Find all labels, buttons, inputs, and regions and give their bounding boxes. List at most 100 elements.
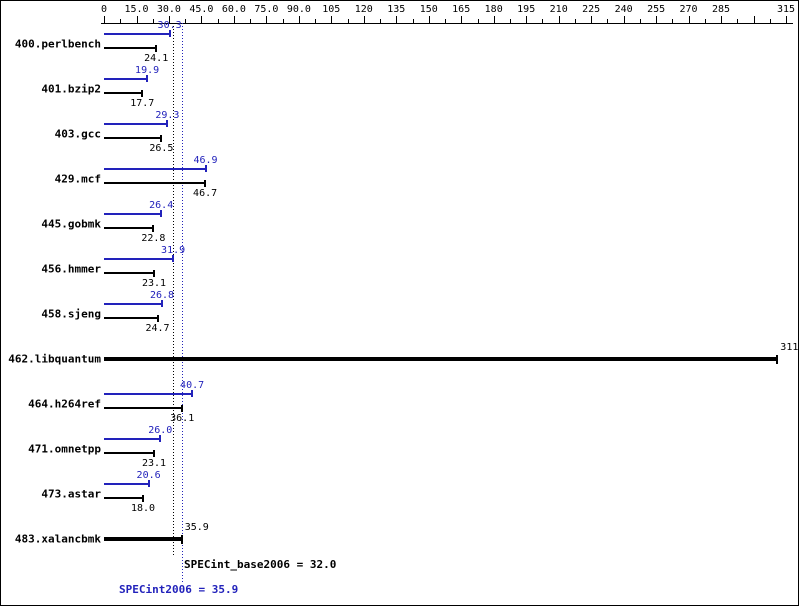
axis-tick-major: [623, 16, 625, 23]
axis-tick-minor: [315, 19, 317, 23]
axis-tick-label: 45.0: [189, 4, 214, 15]
axis-tick-major: [786, 16, 787, 23]
bar-base-value-label: 23.1: [141, 278, 167, 289]
benchmark-label: 471.omnetpp: [28, 442, 101, 456]
bar-base-end-cap: [142, 495, 144, 502]
axis-tick-label: 240: [614, 4, 633, 15]
axis-tick-minor: [704, 19, 706, 23]
axis-tick-minor: [737, 19, 739, 23]
bar-combined: [104, 357, 778, 361]
bar-base-end-cap: [156, 315, 159, 322]
benchmark-label: 456.hmmer: [41, 262, 101, 276]
bar-peak: [104, 258, 174, 260]
bar-peak: [104, 438, 161, 440]
axis-tick-label: 105: [322, 4, 341, 15]
bar-base-end-cap: [141, 90, 144, 97]
axis-tick-major: [168, 16, 170, 23]
bar-peak-end-cap: [160, 210, 163, 217]
bar-end-cap: [180, 535, 183, 544]
bar-peak-end-cap: [166, 120, 169, 127]
bar-peak-end-cap: [204, 165, 207, 172]
axis-tick-major: [428, 16, 430, 23]
benchmark-label: 473.astar: [41, 487, 101, 501]
axis-tick-label: 15.0: [124, 4, 149, 15]
bar-peak: [104, 303, 162, 305]
bar-peak-value-label: 26.4: [149, 200, 174, 211]
axis-tick-major: [461, 16, 463, 23]
bar-peak-value-label: 20.6: [136, 470, 161, 481]
bar-base: [104, 317, 158, 319]
benchmark-label: 401.bzip2: [41, 82, 101, 96]
axis-tick-label: 135: [387, 4, 406, 15]
specint-peak-result: SPECint2006 = 35.9: [119, 583, 239, 596]
benchmark-label: 458.sjeng: [41, 307, 101, 321]
bar-base: [104, 47, 157, 49]
axis-tick-minor: [380, 19, 381, 23]
bar-peak-value-label: 46.9: [193, 155, 218, 166]
bar-peak-end-cap: [146, 75, 149, 82]
bar-peak-end-cap: [161, 300, 163, 307]
axis-tick-minor: [120, 19, 122, 23]
bar-base-end-cap: [152, 225, 155, 232]
axis-tick-label: 30.0: [156, 4, 181, 15]
axis-tick-major: [396, 16, 398, 23]
axis-tick-label: 270: [679, 4, 698, 15]
bar-peak: [104, 78, 148, 80]
bar-base-value-label: 24.7: [145, 323, 170, 334]
bar-base-end-cap: [153, 450, 155, 457]
bar-base-end-cap: [160, 135, 163, 142]
bar-peak: [104, 213, 162, 215]
axis-tick-minor: [542, 19, 544, 23]
bar-peak: [104, 123, 168, 125]
bar-peak-end-cap: [168, 30, 171, 37]
axis-tick-label: 150: [419, 4, 438, 15]
bar-combined: [104, 537, 182, 541]
axis-tick-major: [688, 16, 690, 23]
axis-tick-label: 285: [711, 4, 731, 15]
bar-base-end-cap: [153, 270, 155, 277]
mean-peak-line: [182, 23, 183, 582]
axis-tick-major: [298, 16, 300, 23]
axis-tick-minor: [639, 19, 641, 23]
axis-tick-minor: [509, 19, 511, 23]
bar-peak: [104, 168, 206, 170]
bar-base-value-label: 23.1: [141, 458, 167, 469]
bar-base-value-label: 26.5: [149, 143, 174, 154]
axis-tick-minor: [152, 19, 154, 23]
axis-tick-major: [201, 16, 203, 23]
axis-tick-major: [136, 16, 138, 23]
bar-base: [104, 227, 154, 229]
axis-tick-label: 210: [549, 4, 568, 15]
bar-base: [104, 407, 183, 409]
benchmark-label: 464.h264ref: [28, 397, 101, 411]
axis-tick-label: 180: [484, 4, 503, 15]
bar-peak-value-label: 26.8: [149, 290, 175, 301]
axis-tick-minor: [477, 19, 479, 23]
mean-base-line: [173, 23, 174, 557]
axis-tick-minor: [347, 19, 349, 23]
bar-peak-value-label: 40.7: [180, 380, 205, 391]
bar-base-value-label: 46.7: [193, 188, 218, 199]
bar-peak-value-label: 30.3: [157, 20, 182, 31]
bar-peak: [104, 483, 149, 485]
bar-base-value-label: 18.0: [130, 503, 156, 514]
axis-tick-label: 60.0: [221, 4, 246, 15]
benchmark-label: 445.gobmk: [41, 217, 101, 231]
axis-tick-major: [526, 16, 528, 23]
bar-base: [104, 182, 206, 184]
bar-peak-end-cap: [159, 435, 162, 442]
axis-tick-major: [656, 16, 658, 23]
axis-tick-minor: [607, 19, 609, 23]
axis-tick-major: [233, 16, 235, 23]
bar-base: [104, 497, 143, 499]
bar-end-cap: [776, 355, 779, 364]
axis-tick-minor: [217, 19, 219, 23]
benchmark-label: 483.xalancbmk: [14, 532, 101, 546]
bar-peak: [104, 33, 170, 35]
axis-tick-label: 0: [100, 4, 108, 15]
axis-tick-minor: [574, 19, 576, 23]
x-axis-line: [101, 23, 793, 24]
bar-peak-end-cap: [147, 480, 150, 487]
bar-base: [104, 137, 162, 139]
